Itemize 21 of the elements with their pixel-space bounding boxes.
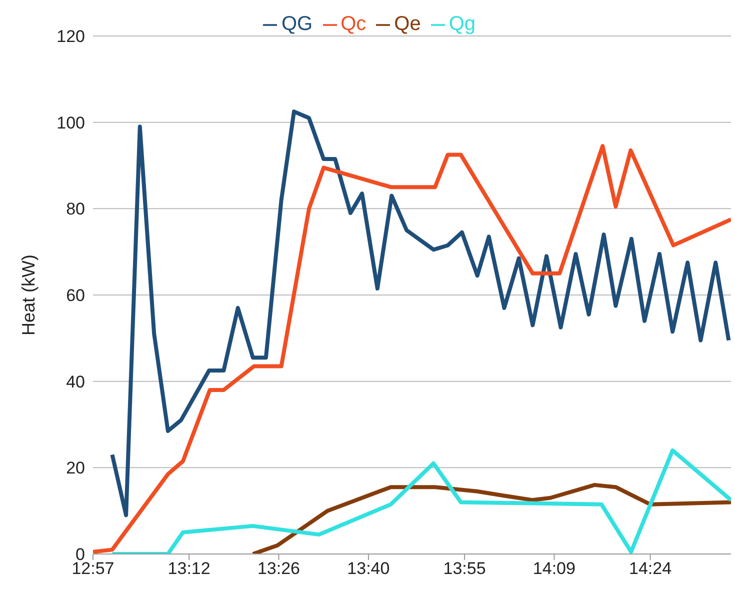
y-tick-label: 40 xyxy=(66,372,85,392)
y-axis-title: Heat (kW) xyxy=(18,254,38,336)
line-series xyxy=(110,448,731,554)
x-tick-label: 13:40 xyxy=(347,559,390,578)
legend-label: Qe xyxy=(394,13,421,35)
y-tick-label: 20 xyxy=(66,458,85,478)
x-tick-label: 14:24 xyxy=(629,559,672,578)
y-tick-label: 100 xyxy=(56,113,85,132)
x-tick-label: 12:57 xyxy=(72,559,114,578)
legend-label: QG xyxy=(281,13,313,35)
legend-label: Qc xyxy=(340,13,366,35)
x-tick-label: 13:12 xyxy=(168,559,210,578)
x-tick-label: 14:09 xyxy=(532,559,576,578)
legend-label: Qg xyxy=(448,13,476,35)
line-series xyxy=(110,110,731,518)
x-tick-label: 13:55 xyxy=(443,559,486,578)
y-tick-label: 60 xyxy=(66,286,85,306)
line-series xyxy=(250,482,731,554)
y-tick-label: 120 xyxy=(56,27,85,46)
y-tick-label: 80 xyxy=(66,200,85,219)
x-tick-label: 13:26 xyxy=(257,559,300,578)
